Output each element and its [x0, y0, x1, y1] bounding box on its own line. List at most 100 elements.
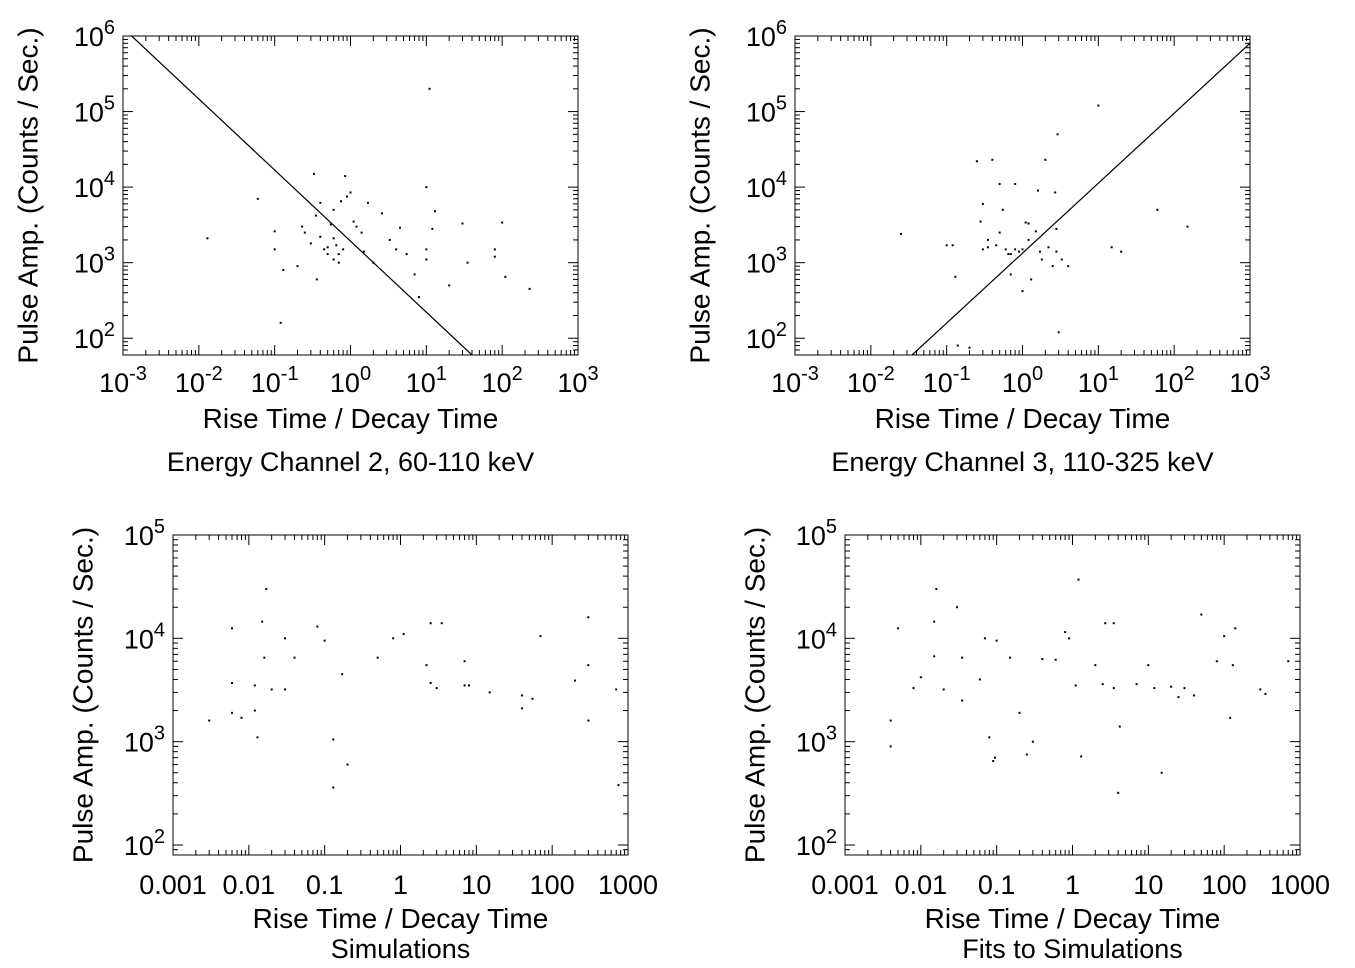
data-point — [501, 221, 504, 224]
data-point — [296, 265, 299, 268]
data-point — [1135, 683, 1138, 686]
data-point — [1104, 622, 1107, 625]
data-point — [341, 673, 344, 676]
data-point — [265, 588, 268, 591]
data-point — [1287, 660, 1290, 663]
data-point — [951, 244, 954, 247]
data-point — [392, 637, 395, 640]
data-point — [493, 255, 496, 258]
data-point — [587, 719, 590, 722]
y-tick-label: 104 — [796, 619, 837, 654]
x-tick-label: 10-3 — [99, 363, 147, 398]
x-tick-label: 1000 — [1270, 870, 1330, 900]
data-point — [337, 261, 340, 264]
y-tick-label: 102 — [746, 319, 787, 354]
data-point — [520, 707, 523, 710]
data-point — [346, 763, 349, 766]
data-point — [933, 655, 936, 658]
x-tick-label: 100 — [330, 363, 371, 398]
data-point — [263, 656, 266, 659]
data-point — [528, 287, 531, 290]
data-point — [231, 681, 234, 684]
data-point — [587, 664, 590, 667]
data-point — [981, 248, 984, 251]
data-point — [615, 688, 618, 691]
data-point — [312, 172, 315, 175]
x-tick-label: 103 — [557, 363, 598, 398]
y-tick-label: 105 — [796, 516, 837, 551]
data-point — [332, 258, 335, 261]
data-point — [1055, 250, 1058, 253]
y-tick-label: 104 — [746, 168, 787, 203]
x-tick-label: 1 — [393, 870, 408, 900]
y-tick-label: 105 — [124, 516, 165, 551]
y-tick-label: 102 — [796, 826, 837, 861]
x-tick-label: 10-1 — [923, 363, 971, 398]
data-point — [504, 275, 507, 278]
chart-4: 0.001 0.01 0.1 1 10 100 1000 102 103 104 105 Rise T… — [739, 516, 1330, 964]
data-point — [429, 622, 432, 625]
data-point — [1014, 182, 1017, 185]
data-point — [231, 627, 234, 630]
chart-3: 0.001 0.01 0.1 1 10 100 1000 102 103 104 105 Rise T… — [67, 516, 658, 964]
data-point — [342, 248, 345, 251]
data-point — [995, 244, 998, 247]
data-point — [1057, 331, 1060, 334]
data-point — [428, 87, 431, 90]
data-point — [520, 694, 523, 697]
data-point — [360, 231, 363, 234]
data-point — [1036, 189, 1039, 192]
data-point — [1229, 716, 1232, 719]
data-point — [253, 684, 256, 687]
x-tick-label: 102 — [1154, 363, 1195, 398]
data-point — [1007, 253, 1010, 256]
data-point — [1160, 771, 1163, 774]
x-tick-label: 10-2 — [847, 363, 895, 398]
data-point — [1200, 613, 1203, 616]
data-point — [956, 344, 959, 347]
data-point — [1147, 664, 1150, 667]
data-point — [1170, 685, 1173, 688]
data-point — [1054, 191, 1057, 194]
y-tick-label: 102 — [124, 826, 165, 861]
data-point — [329, 223, 332, 226]
x-tick-label: 100 — [1002, 363, 1043, 398]
data-point — [991, 158, 994, 161]
y-tick-label: 103 — [746, 244, 787, 279]
x-tick-label: 10-3 — [771, 363, 819, 398]
data-point — [531, 697, 534, 700]
data-point — [303, 231, 306, 234]
data-point — [273, 248, 276, 251]
x-tick-label: 1000 — [598, 870, 658, 900]
data-point — [1264, 692, 1267, 695]
data-point — [1117, 791, 1120, 794]
chart-title: Simulations — [331, 934, 471, 964]
chart-2: 10-3 10-2 10-1 100 101 102 103 102 103 104 105 106 R… — [684, 17, 1270, 477]
data-point — [326, 246, 329, 249]
data-point — [968, 346, 971, 349]
data-point — [1030, 278, 1033, 281]
data-point — [889, 719, 892, 722]
data-point — [1001, 208, 1004, 211]
data-point — [493, 248, 496, 251]
data-point — [1021, 248, 1024, 251]
data-point — [273, 230, 276, 233]
data-point — [466, 261, 469, 264]
data-point — [1055, 227, 1058, 230]
data-point — [253, 709, 256, 712]
data-point — [935, 588, 938, 591]
data-point — [1041, 658, 1044, 661]
data-point — [332, 738, 335, 741]
data-point — [956, 606, 959, 609]
data-point — [380, 212, 383, 215]
data-point — [1027, 238, 1030, 241]
data-point — [461, 222, 464, 225]
data-point — [344, 175, 347, 178]
y-tick-label: 106 — [74, 17, 115, 52]
data-point — [206, 237, 209, 240]
data-point — [1060, 258, 1063, 261]
x-tick-label: 0.1 — [978, 870, 1016, 900]
y-axis-label: Pulse Amp. (Counts / Sec.) — [12, 27, 43, 363]
data-point — [1021, 290, 1024, 293]
